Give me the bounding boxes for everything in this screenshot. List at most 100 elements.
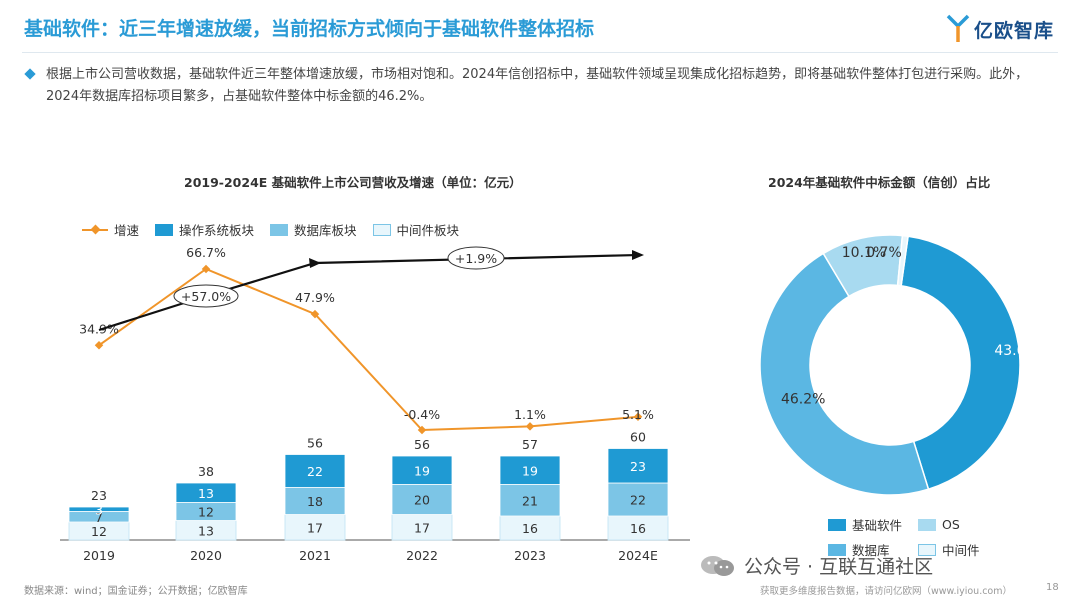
bar-label-db-2020: 12 [198,505,214,520]
donut-chart-title: 2024年基础软件中标金额（信创）占比 [768,175,991,190]
bar-label-mw-2023: 16 [522,521,538,536]
db2-swatch-icon [828,543,846,556]
trend-arrowhead-2021 [309,258,321,268]
growth-label-2020: 66.7% [186,245,226,260]
wechat-watermark: 公众号 · 互联互通社区 [700,552,933,579]
x-tick-2024E: 2024E [618,548,658,563]
growth-point-2021 [310,309,320,319]
logo-text: 亿欧智库 [974,19,1055,42]
legend-mw2-label: 中间件 [942,543,980,558]
bar-label-mw-2020: 13 [198,523,214,538]
bar-label-db-2024E: 22 [630,493,646,508]
footer-note: 获取更多维度报告数据，请访问亿欧网（www.iyiou.com） [760,586,1013,597]
growth-point-2022 [417,425,427,435]
total-label-2020: 38 [198,464,214,479]
bar-db-2021 [284,487,346,515]
x-tick-2019: 2019 [83,548,115,563]
bar-os-2023 [499,455,561,485]
legend-basic-software: 基础软件 [828,515,918,534]
cagr-badge-1 [173,284,239,308]
growth-line-icon [82,228,108,231]
legend-mw: 中间件板块 [372,220,460,239]
bar-chart-title: 2019-2024E 基础软件上市公司营收及增速（单位：亿元） [184,175,522,190]
growth-label-2022: -0.4% [404,407,440,422]
legend-mw-label: 中间件板块 [396,223,460,238]
growth-point-2019 [94,341,104,350]
growth-line [98,267,639,432]
total-label-2024E: 60 [630,430,646,445]
wechat-icon [701,555,734,576]
bar-mw-2023 [499,515,561,541]
logo-icon [946,14,970,42]
source-note: 数据来源：wind；国金证券；公开数据；亿欧智库 [24,586,248,597]
growth-point-2023 [525,422,535,431]
total-label-2023: 57 [522,437,538,452]
legend-basic-software-label: 基础软件 [852,518,903,533]
bar-label-mw-2019: 12 [91,524,107,539]
bar-label-db-2019: 7 [95,510,103,525]
growth-label-2023: 1.1% [514,407,546,422]
legend-db2-label: 数据库 [852,543,890,558]
legend-mw2: 中间件 [918,540,998,559]
bar-os-2021 [284,454,346,488]
os-swatch-icon [155,223,174,236]
bar-label-mw-2022: 17 [414,520,430,535]
bar-db-2024E [607,482,669,517]
mw2-swatch-icon [918,543,936,556]
header-divider [22,52,1058,53]
legend-db-label: 数据库板块 [294,223,357,238]
bar-label-os-2020: 13 [198,486,214,501]
donut-chart: 43.0% 46.2% 10.1%0.7% [759,234,1039,496]
bar-mw-2021 [284,514,346,541]
bar-os-2022 [391,455,453,485]
legend-growth-label: 增速 [114,223,140,238]
legend-os-label: 操作系统板块 [179,223,255,238]
donut-label-2: 10.1% [842,245,886,261]
bar-label-mw-2024E: 16 [630,521,646,536]
brand-logo: 亿欧智库 [946,14,1054,44]
growth-label-2021: 47.9% [295,290,335,305]
legend-os2: OS [918,515,998,534]
bar-mw-2024E [607,515,669,541]
page-number: 18 [1046,582,1059,593]
bar-label-db-2023: 21 [522,493,538,508]
total-label-2019: 23 [91,488,107,503]
bar-os-2019 [68,506,130,512]
basic-software-swatch-icon [828,518,846,531]
donut-slice-3 [896,234,909,287]
legend-db2: 数据库 [828,540,918,559]
wechat-label: 公众号 · 互联互通社区 [744,556,934,578]
summary-block: 根据上市公司营收数据，基础软件近三年整体增速放缓，市场相对饱和。2024年信创招… [24,64,1056,108]
db-swatch-icon [270,223,289,236]
legend-growth: 增速 [82,220,139,239]
bar-label-os-2021: 22 [307,464,323,479]
bar-label-db-2022: 20 [414,493,430,508]
donut-slice-0 [900,235,1021,491]
x-tick-2020: 2020 [190,548,222,563]
os2-swatch-icon [918,518,936,531]
donut-legend: 基础软件 OS 数据库 中间件 [828,515,998,559]
mw-swatch-icon [372,223,391,236]
bar-chart-legend: 增速 操作系统板块 数据库板块 中间件板块 [82,220,475,239]
x-tick-2022: 2022 [406,548,438,563]
legend-os: 操作系统板块 [155,220,254,239]
bar-label-os-2019: 3 [95,502,103,517]
page-title: 基础软件：近三年增速放缓，当前招标方式倾向于基础软件整体招标 [24,18,595,40]
cagr-label-1: +57.0% [181,289,231,304]
bar-db-2022 [391,484,453,515]
x-tick-2023: 2023 [514,548,546,563]
trend-arrowhead [632,250,644,260]
bar-os-2020 [175,482,237,503]
bar-label-os-2022: 19 [414,463,430,478]
growth-label-2024E: 5.1% [622,407,654,422]
x-tick-2021: 2021 [299,548,331,563]
cagr-badge-2 [447,246,505,270]
total-label-2022: 56 [414,437,430,452]
bar-os-2024E [607,448,669,484]
legend-os2-label: OS [942,517,960,532]
cagr-label-2: +1.9% [455,251,497,266]
donut-label-3: 0.7% [866,245,902,261]
donut-label-1: 46.2% [781,392,825,408]
bar-label-os-2024E: 23 [630,459,646,474]
legend-db: 数据库板块 [270,220,357,239]
